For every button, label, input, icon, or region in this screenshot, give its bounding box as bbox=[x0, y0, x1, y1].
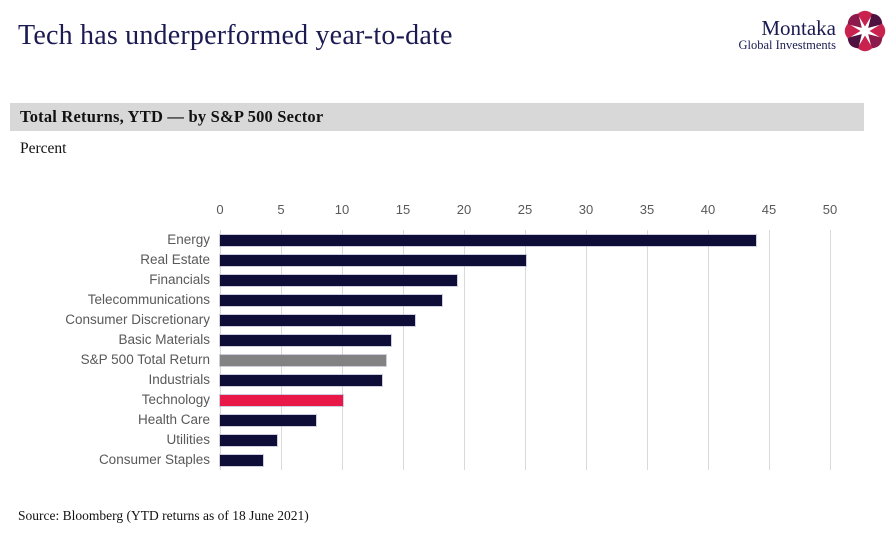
company-logo: Montaka Global Investments bbox=[738, 8, 888, 56]
gridline bbox=[220, 230, 221, 470]
chart-row: Technology bbox=[0, 390, 896, 410]
gridline bbox=[525, 230, 526, 470]
chart-row: Telecommunications bbox=[0, 290, 896, 310]
gridline bbox=[830, 230, 831, 470]
tick-label: 15 bbox=[395, 202, 411, 217]
chart-row: Real Estate bbox=[0, 250, 896, 270]
page-title: Tech has underperformed year-to-date bbox=[18, 20, 453, 51]
source-note: Source: Bloomberg (YTD returns as of 18 … bbox=[18, 508, 309, 523]
flower-petal bbox=[847, 13, 862, 28]
chart-row: S&P 500 Total Return bbox=[0, 350, 896, 370]
x-axis-ticks: 0 5 10 15 20 25 30 35 40 45 50 bbox=[0, 202, 896, 218]
gridline bbox=[769, 230, 770, 470]
category-label: Consumer Discretionary bbox=[65, 312, 210, 327]
flower-petal bbox=[857, 35, 873, 52]
chart-row: Industrials bbox=[0, 370, 896, 390]
chart-row: Utilities bbox=[0, 430, 896, 450]
tick-label: 45 bbox=[761, 202, 777, 217]
flower-petal bbox=[847, 34, 862, 49]
category-label: Financials bbox=[149, 272, 210, 287]
category-label: Consumer Staples bbox=[98, 452, 210, 467]
bar-industrials bbox=[220, 374, 383, 386]
gridline bbox=[281, 230, 282, 470]
bar-financials bbox=[220, 274, 457, 286]
bar-real-estate bbox=[220, 254, 527, 266]
gridline bbox=[403, 230, 404, 470]
flower-petal bbox=[844, 23, 861, 39]
flower-petal bbox=[857, 10, 873, 27]
tick-label: 25 bbox=[517, 202, 533, 217]
gridline bbox=[342, 230, 343, 470]
chart-row: Consumer Staples bbox=[0, 450, 896, 470]
bar-telecommunications bbox=[220, 294, 443, 306]
category-label: Health Care bbox=[137, 412, 210, 427]
gridline bbox=[647, 230, 648, 470]
category-label: Telecommunications bbox=[87, 292, 210, 307]
flower-petal bbox=[869, 23, 886, 39]
section-heading-band: Total Returns, YTD — by S&P 500 Sector bbox=[10, 103, 864, 131]
category-label: Energy bbox=[167, 232, 210, 247]
chart-row: Basic Materials bbox=[0, 330, 896, 350]
flower-icon bbox=[844, 10, 886, 52]
axis-unit-label: Percent bbox=[20, 140, 67, 157]
chart-row: Consumer Discretionary bbox=[0, 310, 896, 330]
bar-consumer-staples bbox=[220, 454, 263, 466]
bar-energy bbox=[220, 234, 756, 246]
section-heading: Total Returns, YTD — by S&P 500 Sector bbox=[20, 107, 324, 126]
logo-name: Montaka bbox=[761, 16, 836, 40]
chart-row: Financials bbox=[0, 270, 896, 290]
tick-label: 40 bbox=[700, 202, 716, 217]
category-label: Utilities bbox=[166, 432, 210, 447]
logo-text: Montaka Global Investments bbox=[738, 18, 836, 53]
tick-label: 30 bbox=[578, 202, 594, 217]
gridline bbox=[464, 230, 465, 470]
plot-area bbox=[220, 230, 831, 470]
tick-label: 10 bbox=[334, 202, 350, 217]
tick-label: 35 bbox=[639, 202, 655, 217]
chart-row: Health Care bbox=[0, 410, 896, 430]
category-label: Real Estate bbox=[140, 252, 210, 267]
gridline bbox=[586, 230, 587, 470]
bar-utilities bbox=[220, 434, 278, 446]
chart-row: Energy bbox=[0, 230, 896, 250]
flower-petal bbox=[868, 34, 883, 49]
flower-petal bbox=[868, 13, 883, 28]
chart-rows: Energy Real Estate Financials Telecommunica… bbox=[0, 230, 896, 470]
category-label: Industrials bbox=[148, 372, 210, 387]
tick-label: 50 bbox=[822, 202, 838, 217]
logo-tagline: Global Investments bbox=[738, 38, 836, 52]
bar-technology bbox=[220, 394, 344, 406]
category-label: Technology bbox=[141, 392, 210, 407]
tick-label: 5 bbox=[277, 202, 285, 217]
bar-basic-materials bbox=[220, 334, 391, 346]
bar-s-p-500-total-return bbox=[220, 354, 386, 366]
gridline bbox=[708, 230, 709, 470]
category-label: Basic Materials bbox=[118, 332, 210, 347]
bar-health-care bbox=[220, 414, 317, 426]
tick-label: 20 bbox=[456, 202, 472, 217]
tick-label: 0 bbox=[216, 202, 224, 217]
bar-consumer-discretionary bbox=[220, 314, 416, 326]
category-label: S&P 500 Total Return bbox=[80, 352, 210, 367]
